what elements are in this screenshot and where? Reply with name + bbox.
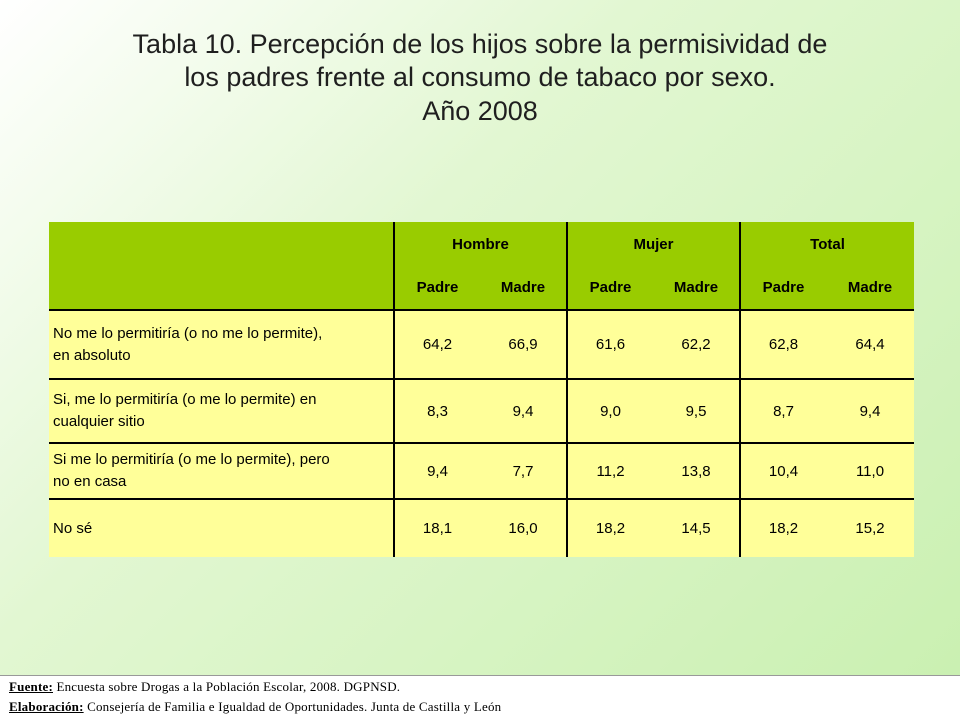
- row-label-line: No sé: [53, 519, 93, 537]
- value-cell: 66,9: [480, 310, 567, 380]
- source-label: Fuente:: [9, 679, 53, 694]
- footer: Fuente: Encuesta sobre Drogas a la Pobla…: [0, 675, 960, 721]
- row-label-line: no en casa: [53, 473, 127, 490]
- value-cell: 13,8: [653, 443, 740, 500]
- title-line-2: los padres frente al consumo de tabaco p…: [184, 62, 776, 93]
- row-label-line: Si, me lo permitiría (o me lo permite) e…: [53, 391, 317, 409]
- header-corner-cell-lower: [49, 266, 394, 311]
- value-cell: 14,5: [653, 499, 740, 557]
- row-label-line: cualquier sitio: [53, 413, 145, 430]
- source-line: Fuente: Encuesta sobre Drogas a la Pobla…: [9, 679, 400, 695]
- group-header-hombre: Hombre: [393, 222, 567, 266]
- subheader-cell: Madre: [480, 266, 567, 311]
- value-cell: 10,4: [739, 443, 826, 500]
- value-cell: 64,4: [826, 310, 914, 380]
- header-corner-cell: [49, 222, 394, 266]
- subheader-cell: Madre: [653, 266, 740, 311]
- data-table: Hombre Mujer Total Padre Madre Padre Mad…: [49, 222, 914, 557]
- value-cell: 62,8: [739, 310, 826, 380]
- value-cell: 11,0: [826, 443, 914, 500]
- value-cell: 11,2: [566, 443, 653, 500]
- value-cell: 9,4: [393, 443, 480, 500]
- table-row: No me lo permitiría (o no me lo permite)…: [49, 310, 914, 380]
- value-cell: 9,4: [480, 379, 567, 444]
- table-row: Si me lo permitiría (o me lo permite), p…: [49, 443, 914, 500]
- value-cell: 16,0: [480, 499, 567, 557]
- group-header-total: Total: [739, 222, 914, 266]
- credit-text: Consejería de Familia e Igualdad de Opor…: [87, 699, 502, 714]
- value-cell: 8,3: [393, 379, 480, 444]
- value-cell: 7,7: [480, 443, 567, 500]
- subheader-cell: Padre: [566, 266, 653, 311]
- subheader-cell: Padre: [739, 266, 826, 311]
- subheader-cell: Padre: [393, 266, 480, 311]
- title-line-1: Tabla 10. Percepción de los hijos sobre …: [132, 29, 828, 59]
- row-label: Si, me lo permitiría (o me lo permite) e…: [49, 379, 394, 444]
- credit-line: Elaboración: Consejería de Familia e Igu…: [9, 699, 501, 715]
- value-cell: 8,7: [739, 379, 826, 444]
- value-cell: 18,2: [739, 499, 826, 557]
- table-row: Si, me lo permitiría (o me lo permite) e…: [49, 379, 914, 444]
- page-title: Tabla 10. Percepción de los hijos sobre …: [40, 28, 920, 128]
- row-label-line: Si me lo permitiría (o me lo permite), p…: [53, 451, 330, 469]
- value-cell: 61,6: [566, 310, 653, 380]
- row-label: No me lo permitiría (o no me lo permite)…: [49, 310, 394, 380]
- row-label: Si me lo permitiría (o me lo permite), p…: [49, 443, 394, 500]
- table-row: No sé 18,1 16,0 18,2 14,5 18,2 15,2: [49, 499, 914, 557]
- value-cell: 62,2: [653, 310, 740, 380]
- row-label-line: No me lo permitiría (o no me lo permite)…: [53, 324, 323, 342]
- value-cell: 15,2: [826, 499, 914, 557]
- value-cell: 9,5: [653, 379, 740, 444]
- value-cell: 9,4: [826, 379, 914, 444]
- row-label-line: en absoluto: [53, 346, 131, 364]
- value-cell: 18,1: [393, 499, 480, 557]
- value-cell: 9,0: [566, 379, 653, 444]
- credit-label: Elaboración:: [9, 699, 84, 714]
- value-cell: 18,2: [566, 499, 653, 557]
- source-text: Encuesta sobre Drogas a la Población Esc…: [56, 679, 401, 694]
- group-header-mujer: Mujer: [566, 222, 740, 266]
- title-line-3: Año 2008: [422, 95, 538, 126]
- value-cell: 64,2: [393, 310, 480, 380]
- subheader-cell: Madre: [826, 266, 914, 311]
- row-label: No sé: [49, 499, 394, 557]
